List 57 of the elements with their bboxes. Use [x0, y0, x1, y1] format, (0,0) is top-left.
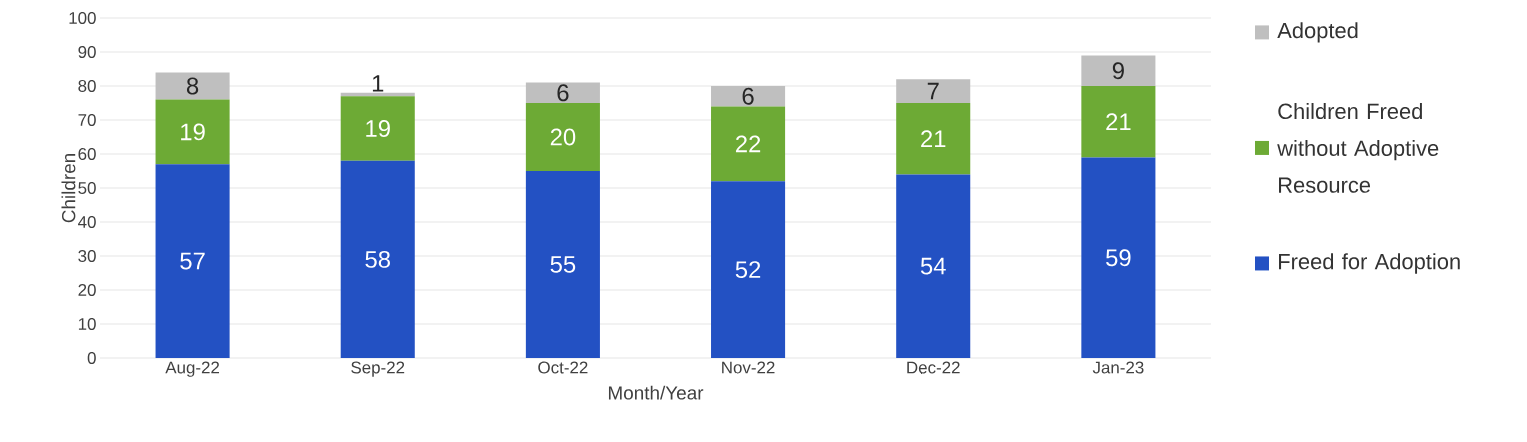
data-label: 21 — [921, 130, 946, 148]
legend-label: Freed for Adoption — [1279, 253, 1460, 274]
bar — [711, 181, 786, 358]
bar — [340, 96, 415, 161]
data-label: 20 — [550, 128, 576, 146]
x-tick-label: Nov-22 — [722, 361, 775, 374]
data-label: 6 — [557, 84, 569, 102]
bar — [340, 160, 415, 358]
data-label: 57 — [180, 252, 205, 270]
data-label: 1 — [372, 75, 384, 92]
data-label: 6 — [742, 87, 754, 105]
y-tick-label: 20 — [78, 284, 96, 296]
bar — [711, 86, 786, 107]
bar — [155, 99, 230, 165]
y-axis-title: Children — [61, 154, 76, 223]
y-tick-label: 80 — [78, 80, 96, 92]
legend-label: Adopted — [1277, 22, 1358, 43]
legend-label: Children Freed without Adoptive Resource — [1277, 103, 1439, 193]
data-label: 58 — [365, 250, 390, 268]
bar — [896, 103, 971, 175]
bar — [896, 79, 971, 103]
bar — [155, 72, 230, 100]
bar — [155, 164, 230, 358]
data-label: 59 — [1106, 249, 1131, 267]
y-tick-label: 40 — [78, 216, 96, 228]
data-label: 8 — [186, 77, 199, 95]
data-label: 52 — [735, 261, 761, 279]
bar — [525, 103, 600, 171]
data-label: 21 — [1106, 113, 1131, 131]
y-tick-label: 10 — [78, 318, 96, 330]
x-tick-label: Oct-22 — [538, 361, 588, 374]
y-tick-label: 100 — [69, 12, 96, 24]
bar — [711, 106, 786, 182]
data-label: 9 — [1112, 62, 1124, 80]
y-tick-label: 0 — [87, 352, 96, 364]
x-tick-label: Sep-22 — [351, 361, 405, 377]
y-tick-label: 60 — [78, 148, 96, 160]
y-tick-label: 70 — [78, 114, 96, 126]
data-label: 19 — [181, 123, 205, 141]
bar — [525, 171, 600, 358]
data-label: 54 — [920, 257, 946, 275]
data-label: 19 — [366, 120, 390, 137]
bar — [1081, 157, 1156, 358]
bar — [1081, 55, 1156, 86]
x-tick-label: Dec-22 — [907, 361, 960, 374]
y-tick-label: 30 — [78, 250, 96, 262]
bar — [896, 174, 971, 358]
x-axis-title: Month/Year — [608, 385, 704, 400]
data-label: 55 — [550, 256, 576, 273]
bar — [1081, 86, 1156, 158]
data-label: 22 — [735, 135, 761, 153]
x-tick-label: Aug-22 — [165, 361, 220, 377]
x-tick-label: Jan-23 — [1092, 361, 1144, 374]
y-tick-label: 50 — [78, 182, 96, 194]
bar — [525, 82, 600, 103]
data-label: 7 — [927, 82, 939, 100]
y-tick-label: 90 — [78, 46, 96, 58]
